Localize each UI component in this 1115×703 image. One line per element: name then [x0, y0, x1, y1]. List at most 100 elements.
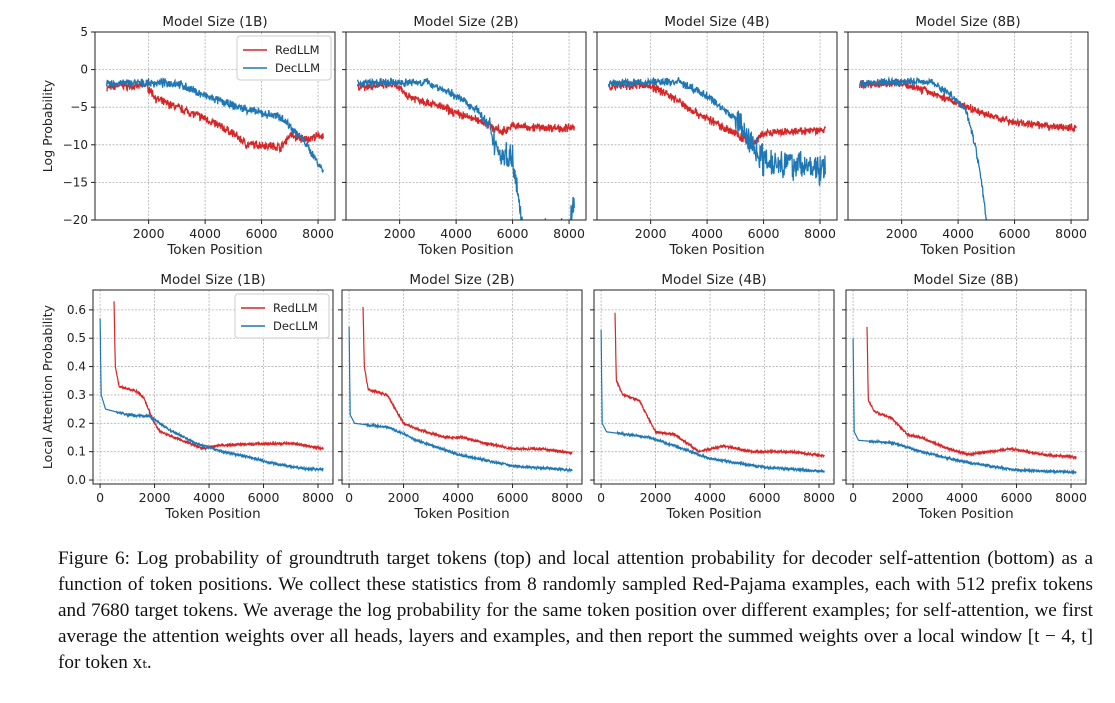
- series-line-decllm: [105, 76, 324, 173]
- x-tick-label: 2000: [133, 226, 165, 241]
- x-tick-label: 2000: [388, 490, 420, 505]
- chart-panel-1: 2000 4000 6000 8000 5 0 −5 −10 −15 −20 Model Size …: [40, 14, 336, 258]
- chart-panel-8: 0 2000 4000 6000 8000 Model Size (8B) Token Po…: [842, 272, 1087, 522]
- chart-title: Model Size (8B): [915, 14, 1020, 30]
- axes-frame: [345, 31, 587, 221]
- x-tick-label: 8000: [1055, 226, 1087, 241]
- x-tick-label: 4000: [193, 490, 225, 505]
- x-tick-label: 2000: [384, 226, 416, 241]
- chart-title: Model Size (4B): [661, 272, 766, 288]
- x-tick-label: 6000: [246, 226, 278, 241]
- x-tick-label: 8000: [804, 226, 836, 241]
- x-axis-label: Token Position: [166, 242, 262, 258]
- y-tick-label: −10: [63, 138, 88, 152]
- x-tick-label: 4000: [440, 226, 472, 241]
- x-tick-label: 8000: [302, 490, 334, 505]
- x-tick-label: 6000: [497, 226, 529, 241]
- x-axis-label: Token Position: [668, 242, 764, 258]
- x-tick-label: 6000: [749, 490, 781, 505]
- series-line-decllm: [99, 318, 324, 473]
- x-tick-label: 0: [849, 490, 857, 505]
- y-tick-label: 0.4: [67, 360, 86, 374]
- x-axis-label: Token Position: [413, 506, 509, 522]
- chart-title: Model Size (8B): [913, 272, 1018, 288]
- x-axis-label: Token Position: [917, 506, 1013, 522]
- y-tick-label: −5: [70, 100, 88, 114]
- y-tick-label: 0.5: [67, 331, 86, 345]
- x-tick-label: 8000: [551, 490, 583, 505]
- chart-panel-5: 0 2000 4000 6000 8000 0.0 0.1 0.2 0.3 0.4 0.5 0.6 Mo…: [40, 272, 334, 522]
- y-tick-label: −20: [63, 213, 88, 227]
- legend-label-redllm: RedLLM: [273, 301, 318, 315]
- figure-6: 2000 4000 6000 8000 5 0 −5 −10 −15 −20 Model Size …: [40, 14, 1089, 522]
- x-tick-label: 4000: [942, 226, 974, 241]
- series-line-decllm: [356, 77, 575, 220]
- legend-box: [236, 35, 332, 81]
- chart-panel-3: 2000 4000 6000 8000 Model Size (4B) Token Pos…: [593, 14, 838, 258]
- x-tick-label: 8000: [302, 226, 334, 241]
- x-tick-label: 2000: [139, 490, 171, 505]
- chart-panel-2: 2000 4000 6000 8000 Model Size (2B) Token Pos…: [342, 14, 587, 258]
- axes-frame: [847, 31, 1089, 221]
- y-tick-label: −15: [63, 175, 88, 189]
- chart-title: Model Size (1B): [162, 14, 267, 30]
- x-tick-label: 4000: [442, 490, 474, 505]
- series-line-decllm: [348, 326, 573, 474]
- chart-title: Model Size (2B): [413, 14, 518, 30]
- legend-box: [234, 293, 330, 339]
- y-axis-label: Log Probability: [40, 79, 55, 172]
- x-tick-label: 4000: [694, 490, 726, 505]
- series-line-redllm: [614, 312, 825, 459]
- series-line-redllm: [858, 79, 1077, 133]
- chart-title: Model Size (2B): [409, 272, 514, 288]
- chart-panel-7: 0 2000 4000 6000 8000 Model Size (4B) Token Po…: [590, 272, 835, 522]
- y-tick-label: 0.3: [67, 388, 86, 402]
- series-line-redllm: [362, 306, 573, 456]
- x-tick-label: 6000: [1001, 490, 1033, 505]
- series-line-decllm: [859, 75, 988, 220]
- x-tick-label: 0: [345, 490, 353, 505]
- x-tick-label: 8000: [803, 490, 835, 505]
- x-tick-label: 2000: [635, 226, 667, 241]
- chart-title: Model Size (1B): [160, 272, 265, 288]
- figure-caption: Figure 6: Log probability of groundtruth…: [58, 548, 1093, 673]
- x-tick-label: 4000: [946, 490, 978, 505]
- x-tick-label: 2000: [640, 490, 672, 505]
- axes-frame: [94, 31, 336, 221]
- x-tick-label: 2000: [892, 490, 924, 505]
- x-tick-label: 6000: [497, 490, 529, 505]
- x-tick-label: 4000: [691, 226, 723, 241]
- x-axis-label: Token Position: [665, 506, 761, 522]
- x-tick-label: 6000: [999, 226, 1031, 241]
- x-axis-label: Token Position: [417, 242, 513, 258]
- x-tick-label: 6000: [248, 490, 280, 505]
- series-line-redllm: [113, 301, 324, 452]
- y-tick-label: 0.2: [67, 416, 86, 430]
- legend-label-decllm: DecLLM: [273, 319, 318, 333]
- x-axis-label: Token Position: [164, 506, 260, 522]
- series-line-redllm: [866, 326, 1077, 461]
- axes-frame: [593, 289, 835, 485]
- x-tick-label: 8000: [1055, 490, 1087, 505]
- x-tick-label: 4000: [189, 226, 221, 241]
- y-tick-label: 5: [80, 25, 88, 39]
- series-line-decllm: [607, 76, 826, 186]
- axes-frame: [92, 289, 334, 485]
- x-tick-label: 0: [597, 490, 605, 505]
- y-axis-label: Local Attention Probability: [40, 304, 55, 469]
- chart-title: Model Size (4B): [664, 14, 769, 30]
- axes-frame: [341, 289, 583, 485]
- y-tick-label: 0.0: [67, 473, 86, 487]
- x-tick-label: 2000: [886, 226, 918, 241]
- chart-panel-6: 0 2000 4000 6000 8000 Model Size (2B) Token Po…: [338, 272, 583, 522]
- axes-frame: [845, 289, 1087, 485]
- axes-frame: [596, 31, 838, 221]
- y-tick-label: 0.6: [67, 303, 86, 317]
- series-line-decllm: [600, 329, 825, 474]
- legend-label-decllm: DecLLM: [275, 61, 320, 75]
- legend-label-redllm: RedLLM: [275, 43, 320, 57]
- x-tick-label: 6000: [748, 226, 780, 241]
- series-line-redllm: [106, 79, 324, 154]
- chart-panel-4: 2000 4000 6000 8000 Model Size (8B) Token Pos…: [844, 14, 1089, 258]
- x-tick-label: 0: [96, 490, 104, 505]
